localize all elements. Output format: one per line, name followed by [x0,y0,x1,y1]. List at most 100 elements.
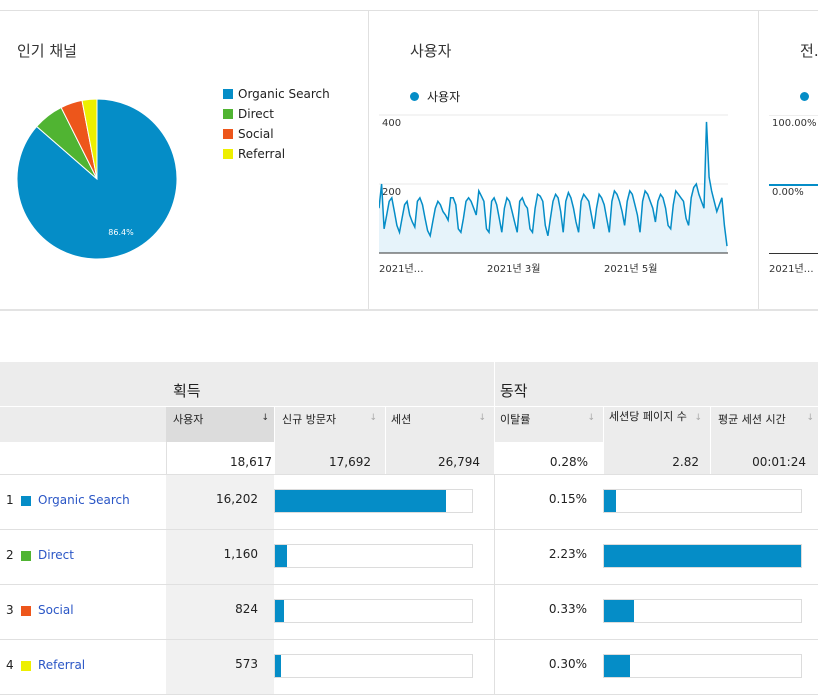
top-bottom-border [0,309,818,311]
col-header-bounce[interactable]: 이탈률 ↓ [495,407,603,442]
row-users-bar [274,544,473,568]
row-color-swatch-icon [21,551,31,561]
totals-new-bg [275,442,385,474]
users-series-line[interactable] [379,121,728,247]
row-users-value: 824 [235,602,258,616]
third-series-line [769,184,818,186]
col-sep [710,407,711,442]
third-y-tick-0: 0.00% [772,187,804,198]
row-number: 4 [6,658,14,672]
users-title: 사용자 [410,42,452,60]
legend-label: Social [238,127,274,141]
row-pages-bar-fill [604,655,630,677]
row-color-swatch-icon [21,496,31,506]
total-duration: 00:01:24 [752,455,806,469]
col-header-pages[interactable]: 세션당 페이지 수 ↓ [604,407,710,442]
legend-item[interactable]: Referral [223,144,330,164]
panel-divider-1 [368,10,369,310]
group-header-acquisition [166,362,494,406]
row-bounce-value: 0.30% [548,657,587,671]
sort-arrow-icon: ↓ [478,413,486,423]
col-label-bounce: 이탈률 [500,413,531,426]
totals-row: 18,617 17,692 26,794 0.28% 2.82 00:01:24 [0,442,818,475]
y-tick-400: 400 [382,118,402,129]
row-divider [494,585,495,639]
legend-swatch-icon [223,109,233,119]
row-channel-link[interactable]: Referral [38,658,86,672]
row-channel-link[interactable]: Social [38,603,74,617]
col-sep [603,407,604,442]
row-users-bar [274,654,473,678]
total-new-visitors: 17,692 [329,455,371,469]
channels-pie-chart[interactable]: 86.4% [16,98,178,260]
row-users-bar-fill [275,655,281,677]
panel-divider-2 [758,10,759,310]
row-bounce-value: 2.23% [548,547,587,561]
row-channel-link[interactable]: Organic Search [38,493,130,507]
col-header-duration[interactable]: 평균 세션 시간 ↓ [711,407,818,442]
legend-swatch-icon [223,149,233,159]
channels-legend: Organic Search Direct Social Referral [223,84,330,164]
row-users-bar [274,599,473,623]
legend-swatch-icon [223,89,233,99]
sort-arrow-icon: ↓ [587,413,595,423]
col-header-sessions[interactable]: 세션 ↓ [386,407,494,442]
row-channel-link[interactable]: Direct [38,548,74,562]
row-users-value: 1,160 [223,547,258,561]
x-label-3: 2021년 5월 [604,264,658,275]
row-bounce-value: 0.15% [548,492,587,506]
users-legend: 사용자 [410,88,460,105]
series-dot-icon [410,92,419,101]
row-users-bar-fill [275,490,447,512]
sort-arrow-icon: ↓ [694,413,702,423]
row-pages-bar [603,544,802,568]
table-row: 1 Organic Search 16,202 0.15% [0,475,818,530]
col-header-new-visitors[interactable]: 신규 방문자 ↓ [275,407,385,442]
col-header-users[interactable]: 사용자 ↓ [166,407,274,442]
channels-title: 인기 채널 [17,42,77,60]
sort-arrow-icon: ↓ [261,413,269,423]
col-label-duration: 평균 세션 시간 [718,413,786,426]
third-axis-line [769,253,818,254]
row-users-bar-fill [275,545,287,567]
col-label-new-visitors: 신규 방문자 [282,413,337,426]
group-acquisition-label: 획득 [173,382,201,400]
col-label-pages: 세션당 페이지 수 [609,410,687,423]
y-tick-200: 200 [382,187,402,198]
row-color-swatch-icon [21,606,31,616]
total-users: 18,617 [230,455,272,469]
row-number: 2 [6,548,14,562]
third-gridline-top [769,115,818,116]
col-label-sessions: 세션 [391,413,412,426]
row-pages-bar [603,489,802,513]
row-number: 1 [6,493,14,507]
row-number: 3 [6,603,14,617]
row-pages-bar [603,654,802,678]
totals-duration-bg [711,442,818,474]
pie-percent-label: 86.4% [108,228,134,237]
legend-item[interactable]: Organic Search [223,84,330,104]
legend-item[interactable]: Direct [223,104,330,124]
row-users-bg [166,530,274,584]
row-pages-bar-fill [604,490,616,512]
total-bounce: 0.28% [549,455,588,469]
row-users-value: 16,202 [216,492,258,506]
legend-swatch-icon [223,129,233,139]
row-divider [494,640,495,694]
row-users-bg [166,585,274,639]
users-line-chart[interactable] [379,112,729,257]
totals-bounce-bg [495,442,603,474]
third-y-tick-100: 100.00% [772,118,817,129]
row-pages-bar [603,599,802,623]
pie-slice-referral[interactable] [81,98,98,180]
total-pages: 2.82 [672,455,699,469]
x-label-1: 2021년… [379,264,424,275]
row-divider [494,530,495,584]
x-label-2: 2021년 3월 [487,264,541,275]
table-row: 2 Direct 1,160 2.23% [0,530,818,585]
row-pages-bar-fill [604,545,801,567]
row-users-value: 573 [235,657,258,671]
totals-sessions-bg [386,442,494,474]
legend-item[interactable]: Social [223,124,330,144]
third-series-dot-icon [800,92,809,101]
